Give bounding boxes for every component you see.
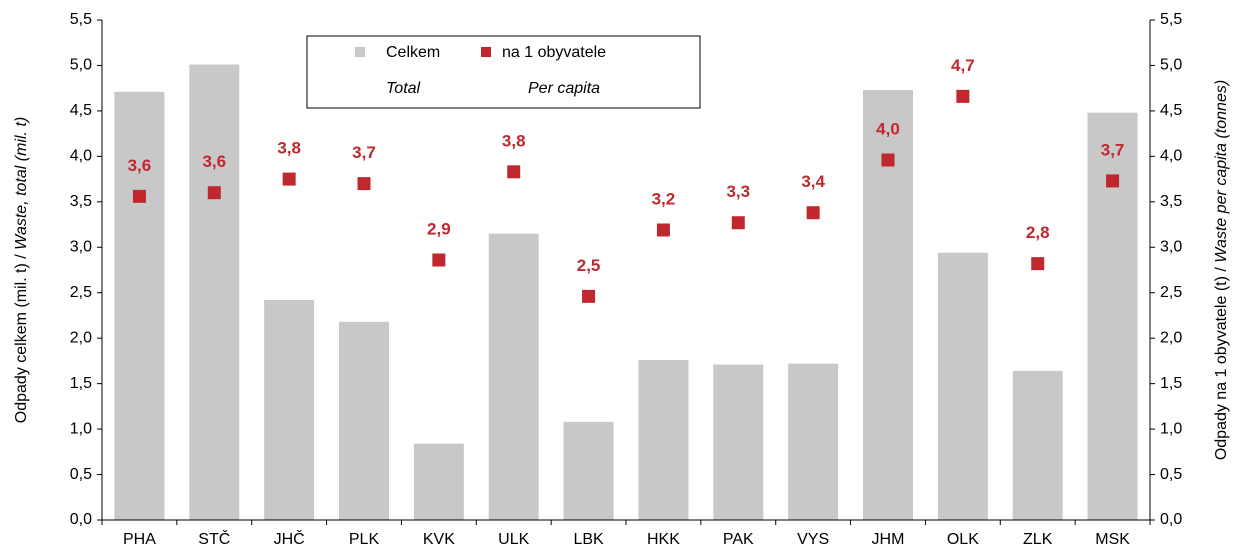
x-tick-label: PLK (349, 531, 380, 548)
legend-label: Celkem (386, 44, 440, 61)
x-tick-label: JHM (872, 531, 905, 548)
bar (788, 363, 839, 520)
y2-tick-label: 0,5 (1160, 466, 1182, 483)
point-marker (282, 172, 296, 186)
x-tick-label: PAK (723, 531, 754, 548)
bar (713, 364, 764, 520)
value-label: 3,6 (128, 156, 152, 175)
x-tick-label: ULK (498, 531, 529, 548)
y2-tick-label: 5,0 (1160, 57, 1182, 74)
point-marker (582, 289, 596, 303)
x-tick-label: PHA (123, 531, 156, 548)
bar (264, 300, 315, 520)
x-tick-label: MSK (1095, 531, 1130, 548)
y2-tick-label: 0,0 (1160, 511, 1182, 528)
y-tick-label: 4,0 (70, 148, 92, 165)
bar (638, 360, 689, 520)
value-label: 4,0 (876, 119, 900, 138)
bar (339, 321, 389, 520)
bar (563, 421, 614, 520)
point-marker (731, 216, 745, 230)
y-tick-label: 3,5 (70, 193, 92, 210)
x-tick-label: STČ (198, 529, 230, 548)
x-tick-label: HKK (647, 531, 680, 548)
bar (114, 91, 165, 521)
point-marker (507, 165, 521, 179)
point-marker (956, 89, 970, 103)
value-label: 3,6 (202, 152, 226, 171)
bar (413, 443, 464, 520)
bar (1012, 370, 1063, 520)
value-label: 3,2 (652, 189, 676, 208)
x-tick-label: ZLK (1023, 531, 1053, 548)
legend-swatch (481, 47, 491, 57)
y-tick-label: 5,0 (70, 57, 92, 74)
y2-axis-label: Odpady na 1 obyvatele (t) / Waste per ca… (1213, 80, 1230, 460)
value-label: 2,8 (1026, 223, 1050, 242)
x-tick-label: OLK (947, 531, 979, 548)
y-tick-label: 4,5 (70, 102, 92, 119)
x-tick-label: JHČ (274, 529, 305, 548)
point-marker (1031, 257, 1045, 271)
y2-label-part: Waste per capita (tonnes) (1213, 80, 1230, 263)
y-tick-label: 0,5 (70, 466, 92, 483)
point-marker (132, 189, 146, 203)
y2-tick-label: 4,0 (1160, 148, 1182, 165)
y2-tick-label: 3,5 (1160, 193, 1182, 210)
legend-box (306, 35, 701, 109)
point-marker (357, 177, 371, 191)
value-label: 4,7 (951, 56, 975, 75)
point-marker (207, 186, 221, 200)
bar (189, 64, 240, 520)
y2-tick-label: 4,5 (1160, 102, 1182, 119)
x-tick-label: VYS (797, 531, 829, 548)
point-marker (881, 153, 895, 167)
x-tick-label: KVK (423, 531, 455, 548)
value-label: 2,5 (577, 256, 601, 275)
y-tick-label: 5,5 (70, 11, 92, 28)
y2-tick-label: 1,0 (1160, 420, 1182, 437)
y-tick-label: 1,5 (70, 375, 92, 392)
x-tick-label: LBK (573, 531, 604, 548)
legend-sublabel: Total (386, 80, 421, 97)
bar (488, 233, 539, 521)
bar (937, 252, 988, 520)
y-tick-label: 1,0 (70, 420, 92, 437)
value-label: 3,8 (502, 131, 526, 150)
value-label: 3,7 (1101, 140, 1125, 159)
y2-tick-label: 3,0 (1160, 238, 1182, 255)
value-label: 3,8 (277, 139, 301, 158)
point-marker (656, 223, 670, 237)
y2-label-part: Odpady na 1 obyvatele (t) / (1213, 263, 1230, 460)
y-label-part: Waste, total (mil. t) (13, 117, 30, 250)
y-tick-label: 3,0 (70, 238, 92, 255)
legend-swatch (355, 47, 365, 57)
y-tick-label: 2,0 (70, 329, 92, 346)
legend-label: na 1 obyvatele (502, 44, 606, 61)
y-axis-label: Odpady celkem (mil. t) / Waste, total (m… (13, 117, 30, 423)
bar (1087, 112, 1138, 521)
point-marker (432, 253, 446, 267)
y2-tick-label: 2,5 (1160, 284, 1182, 301)
y-tick-label: 2,5 (70, 284, 92, 301)
y2-tick-label: 2,0 (1160, 329, 1182, 346)
point-marker (806, 206, 820, 220)
value-label: 3,7 (352, 143, 376, 162)
value-label: 3,3 (726, 182, 750, 201)
y2-tick-label: 1,5 (1160, 375, 1182, 392)
y-label-part: Odpady celkem (mil. t) / (13, 250, 30, 423)
value-label: 3,4 (801, 172, 825, 191)
y-tick-label: 0,0 (70, 511, 92, 528)
y2-tick-label: 5,5 (1160, 11, 1182, 28)
value-label: 2,9 (427, 219, 451, 238)
point-marker (1106, 174, 1120, 188)
legend-sublabel: Per capita (528, 80, 600, 97)
